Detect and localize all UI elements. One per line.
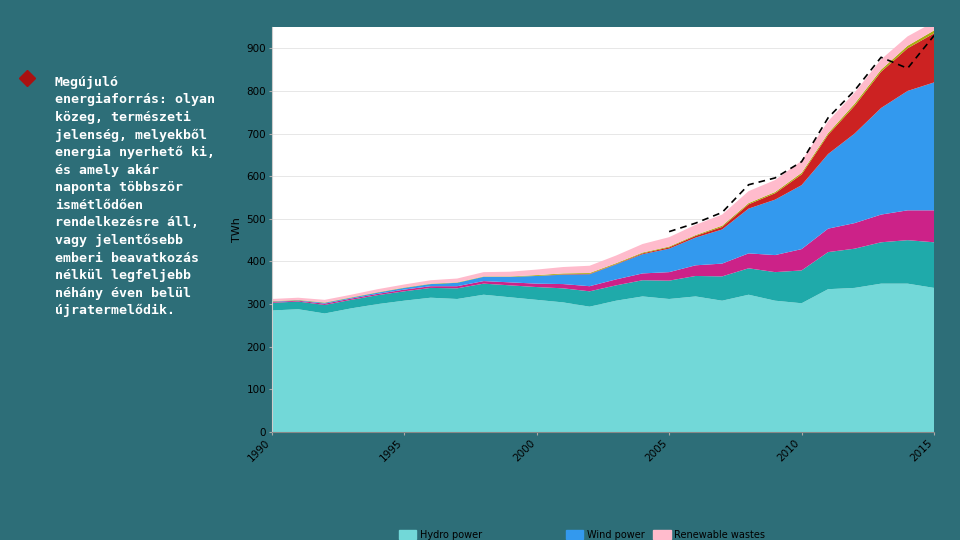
Y-axis label: TWh: TWh	[232, 217, 242, 242]
Legend: Hydro power, Wood & Other solid biomass, Biogas & Bioliquids, Wind power, Solar : Hydro power, Wood & Other solid biomass,…	[395, 526, 811, 540]
Text: Megújuló
energiaforrás: olyan
közeg, természeti
jelenség, melyekből
energia nyer: Megújuló energiaforrás: olyan közeg, ter…	[55, 76, 215, 317]
